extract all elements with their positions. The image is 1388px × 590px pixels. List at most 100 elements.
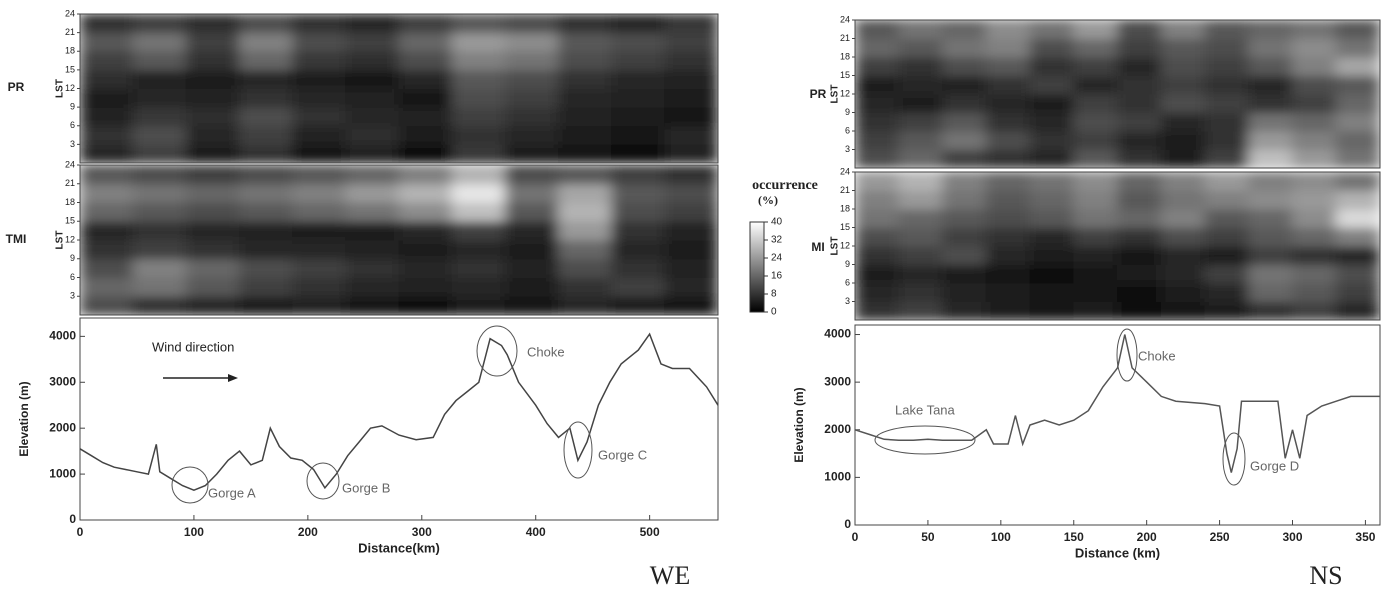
heatmap-cell — [942, 75, 987, 95]
y-tick-label: 15 — [840, 222, 850, 232]
heatmap-cell — [451, 183, 506, 203]
heatmap-cell — [1160, 56, 1206, 76]
heatmap-cell — [398, 14, 453, 34]
heatmap-cell — [345, 277, 400, 297]
heatmap-cell — [855, 38, 900, 58]
heatmap-cell — [1292, 282, 1337, 302]
x-tick-label: 200 — [1137, 530, 1157, 544]
heatmap-cell — [1204, 208, 1250, 228]
heatmap-cell — [504, 183, 559, 203]
heatmap-cell — [292, 106, 347, 127]
heatmap-cell — [1335, 227, 1380, 247]
heatmap-cell — [1335, 282, 1380, 302]
heatmap-cell — [504, 202, 559, 222]
heatmap-cell — [185, 88, 240, 108]
y-tick-label: 6 — [845, 277, 850, 287]
heatmap-cell — [1073, 282, 1118, 302]
heatmap-cell — [558, 165, 613, 185]
heatmap-cell — [185, 14, 240, 34]
heatmap-cell — [1292, 112, 1337, 132]
heatmap-cell — [185, 277, 240, 297]
heatmap-cell — [1204, 245, 1250, 265]
heatmap-cell — [1292, 172, 1337, 191]
heatmap-cell — [504, 14, 559, 34]
heatmap-cell — [898, 172, 943, 191]
annotation: Gorge B — [342, 480, 390, 495]
heatmap-cell — [451, 32, 506, 52]
heatmap — [855, 20, 1380, 168]
heatmap-cell — [942, 301, 987, 320]
wind-arrow-head — [228, 374, 238, 382]
heatmap-cell — [132, 239, 187, 260]
heatmap-cell — [185, 32, 240, 52]
heatmap-cell — [611, 277, 666, 297]
annotation: Lake Tana — [895, 402, 956, 417]
annotation: Choke — [1138, 348, 1176, 363]
x-tick-label: 200 — [298, 525, 318, 539]
heatmap-cell — [1029, 190, 1075, 210]
heatmap-cell — [292, 143, 347, 163]
heatmap-cell — [1292, 56, 1337, 76]
heatmap-cell — [1117, 172, 1162, 191]
heatmap-cell — [1160, 112, 1206, 132]
heatmap-cell — [292, 295, 347, 315]
heatmap-cell — [292, 258, 347, 278]
heatmap-cell — [185, 295, 240, 315]
heatmap-cell — [664, 69, 718, 89]
heatmap-cell — [239, 143, 294, 163]
heatmap-cell — [1073, 75, 1118, 95]
y-axis-label: LST — [55, 79, 66, 98]
heatmap-cell — [80, 277, 134, 297]
heatmap-cell — [898, 38, 943, 58]
heatmap-cell — [1073, 20, 1118, 39]
heatmap-cell — [1117, 190, 1162, 210]
heatmap-cell — [1335, 172, 1380, 191]
heatmap-cell — [855, 190, 900, 210]
heatmap-cell — [398, 32, 453, 52]
y-tick-label: 9 — [70, 102, 75, 112]
heatmap-cell — [1117, 38, 1162, 58]
heatmap-cell — [985, 38, 1031, 58]
heatmap-cell — [1248, 264, 1293, 284]
heatmap-cell — [398, 165, 453, 185]
heatmap-cell — [185, 143, 240, 163]
heatmap-cell — [1248, 75, 1293, 95]
heatmap-cell — [1335, 130, 1380, 150]
heatmap-cell — [1292, 130, 1337, 150]
heatmap-cell — [1204, 149, 1250, 168]
heatmap-cell — [185, 165, 240, 185]
heatmap-cell — [1204, 264, 1250, 284]
heatmap-cell — [451, 69, 506, 89]
heatmap-cell — [1248, 20, 1293, 39]
heatmap-cell — [504, 106, 559, 127]
heatmap-cell — [451, 125, 506, 145]
y-axis-label: Elevation (m) — [17, 381, 31, 456]
y-tick-label: 21 — [840, 185, 850, 195]
heatmap-cell — [1204, 38, 1250, 58]
y-tick-label: 24 — [65, 159, 75, 169]
heatmap-cell — [855, 112, 900, 132]
x-tick-label: 0 — [77, 525, 84, 539]
heatmap-cell — [504, 50, 559, 71]
y-axis-label: LST — [830, 85, 841, 104]
heatmap-cell — [855, 56, 900, 76]
heatmap-cell — [1160, 208, 1206, 228]
heatmap-cell — [345, 239, 400, 260]
heatmap-cell — [1335, 208, 1380, 228]
heatmap-cell — [345, 165, 400, 185]
heatmap-cell — [611, 14, 666, 34]
y-tick-label: 4000 — [824, 327, 851, 341]
heatmap-cell — [292, 202, 347, 222]
heatmap-cell — [345, 220, 400, 241]
panel-row-label: MI — [811, 240, 824, 254]
y-tick-label: 18 — [65, 197, 75, 207]
heatmap-cell — [1073, 149, 1118, 168]
heatmap-cell — [451, 202, 506, 222]
heatmap-cell — [504, 125, 559, 145]
heatmap-cell — [611, 88, 666, 108]
heatmap-cell — [80, 106, 134, 127]
y-tick-label: 15 — [65, 216, 75, 226]
y-tick-label: 24 — [840, 14, 850, 24]
heatmap-cell — [898, 56, 943, 76]
annotation-circle — [563, 421, 593, 479]
